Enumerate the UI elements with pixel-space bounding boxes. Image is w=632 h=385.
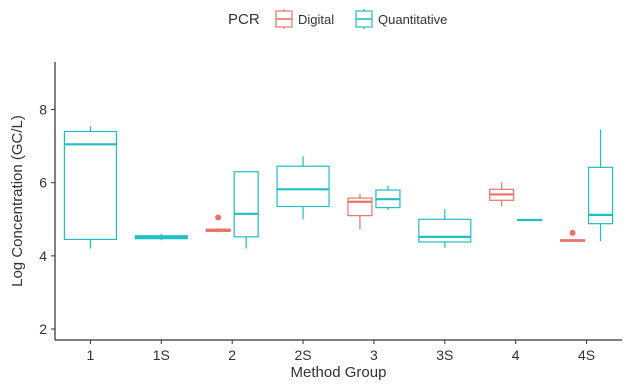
x-tick-label: 2 (228, 347, 236, 363)
x-axis-title: Method Group (291, 364, 387, 380)
box-3S-quantitative (419, 209, 471, 248)
legend-label: Quantitative (378, 12, 447, 27)
legend: PCR Digital Quantitative (228, 9, 447, 29)
legend-entry-digital: Digital (276, 9, 334, 29)
y-tick-label: 8 (39, 102, 47, 118)
y-tick-label: 2 (39, 321, 47, 337)
x-tick-label: 4 (512, 347, 520, 363)
y-axis-title: Log Concentration (GC/L) (9, 115, 26, 287)
box-2-quantitative (234, 172, 258, 249)
x-tick-label: 4S (578, 347, 595, 363)
x-tick-label: 2S (295, 347, 312, 363)
box-3-quantitative (376, 186, 400, 211)
legend-entry-quantitative: Quantitative (356, 9, 447, 29)
box-4-quantitative (518, 220, 542, 221)
box-iqr (234, 172, 258, 237)
x-tick-label: 3 (370, 347, 378, 363)
outlier-point (570, 230, 576, 236)
box-3-digital (348, 194, 372, 230)
box-4S-quantitative (589, 130, 613, 242)
box-2-digital (206, 214, 230, 232)
legend-label: Digital (298, 12, 334, 27)
x-tick-label: 3S (436, 347, 453, 363)
box-1-quantitative (64, 126, 116, 249)
x-tick-label: 1 (87, 347, 95, 363)
chart-marks (64, 126, 612, 249)
y-tick-label: 4 (39, 248, 47, 264)
y-tick-label: 6 (39, 175, 47, 191)
legend-title: PCR (228, 11, 260, 28)
box-iqr (419, 219, 471, 242)
box-iqr (64, 132, 116, 240)
box-1S-quantitative (135, 234, 187, 240)
box-2S-quantitative (277, 156, 329, 219)
box-4S-digital (561, 230, 585, 242)
outlier-point (215, 214, 221, 220)
box-iqr (277, 166, 329, 206)
x-tick-label: 1S (153, 347, 170, 363)
box-4-digital (490, 182, 514, 207)
